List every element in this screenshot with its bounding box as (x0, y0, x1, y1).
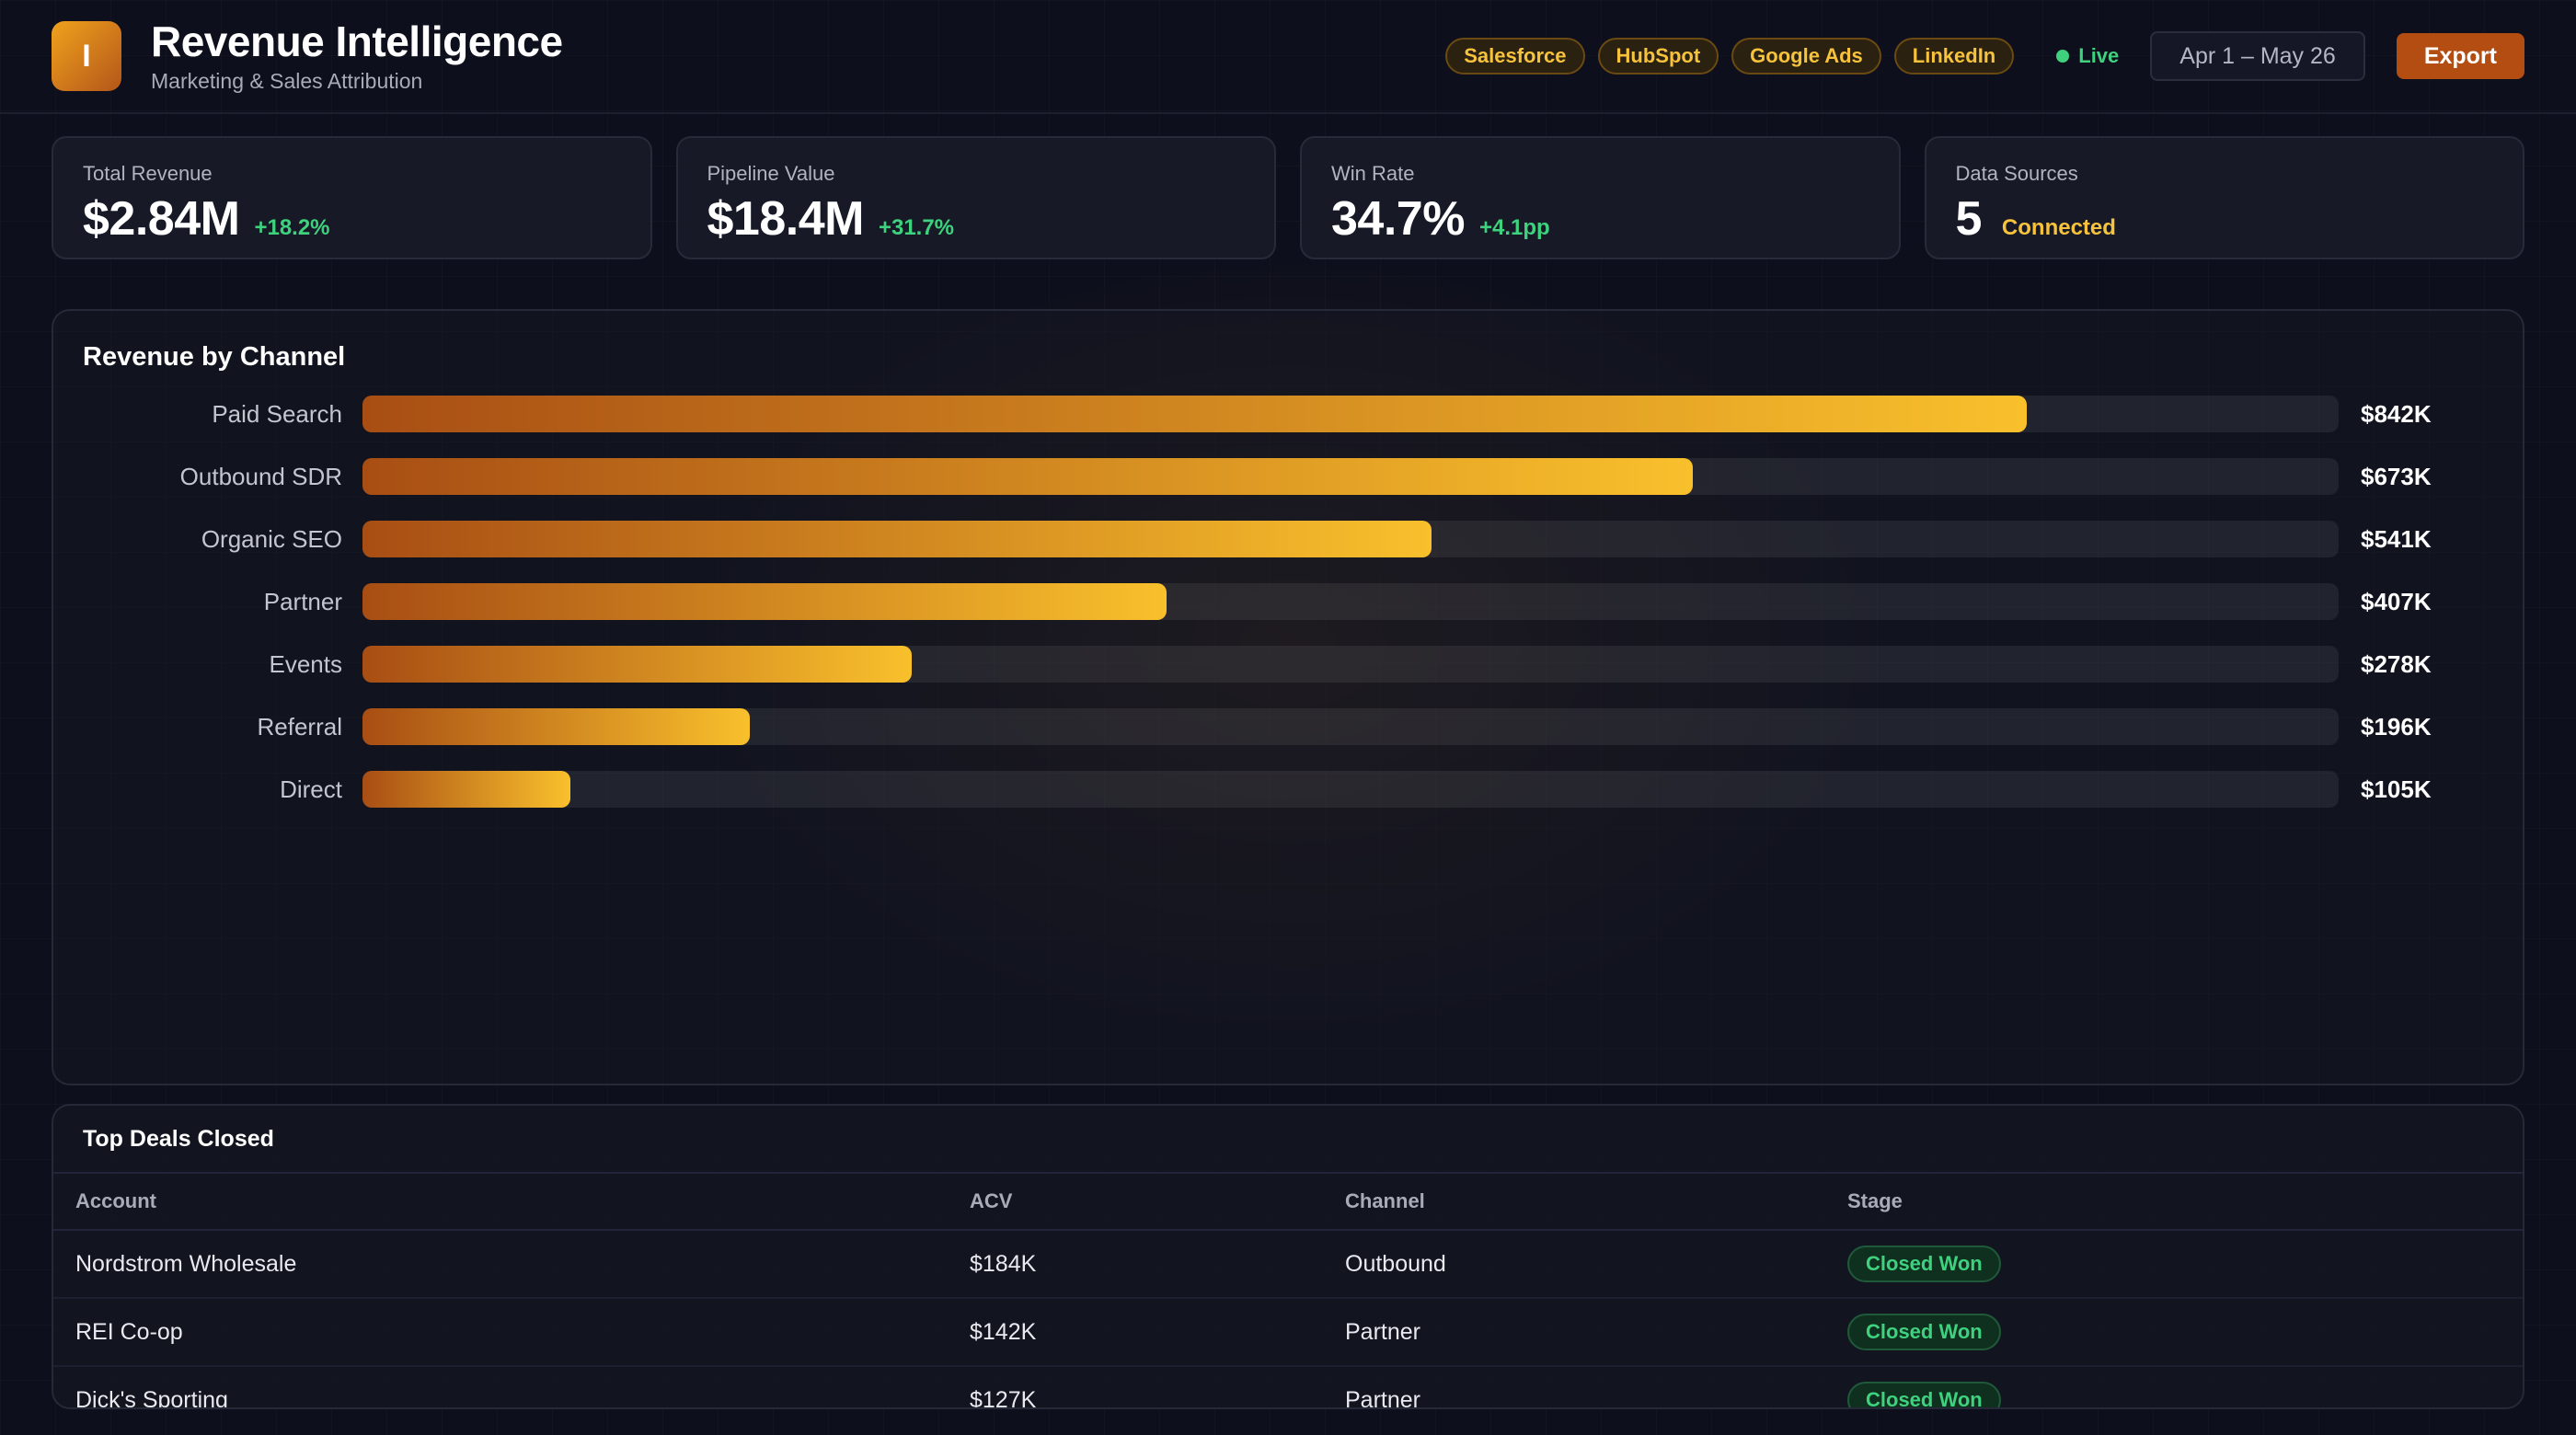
bar-track-partner (362, 583, 2339, 620)
bar-value-label-partner: $407K (2361, 588, 2432, 615)
column-header-stage[interactable]: Stage (1847, 1172, 2523, 1231)
bar-label-organic-seo: Organic SEO (201, 525, 342, 553)
bar-value-label-organic-seo: $541K (2361, 525, 2432, 553)
revenue-by-channel-panel: Revenue by Channel Paid Search $842K Outbo… (52, 309, 2524, 1085)
bar-paid-search[interactable] (362, 396, 2027, 432)
bar-track-paid-search (362, 396, 2339, 432)
source-pill-salesforce[interactable]: Salesforce (1445, 38, 1585, 75)
bar-referral[interactable] (362, 708, 750, 745)
cell-channel: Partner (1345, 1298, 1847, 1367)
table-row[interactable]: Nordstrom Wholesale $184K Outbound Close… (53, 1230, 2523, 1299)
kpi-delta: +4.1pp (1478, 215, 1550, 240)
bar-track-events (362, 646, 2339, 683)
kpi-card-total-revenue: Total Revenue $2.84M +18.2% (52, 136, 652, 259)
bar-value-label-outbound-sdr: $673K (2361, 463, 2432, 490)
kpi-card-win-rate: Win Rate 34.7% +4.1pp (1300, 136, 1901, 259)
cell-acv: $127K (970, 1366, 1345, 1407)
kpi-status: Connected (2001, 215, 2116, 240)
kpi-label: Win Rate (1331, 162, 1415, 185)
stage-badge: Closed Won (1847, 1382, 2001, 1407)
bar-label-events: Events (269, 650, 343, 678)
top-deals-panel: Top Deals Closed Account ACV Channel Sta… (52, 1104, 2524, 1409)
bar-value-label-paid-search: $842K (2361, 400, 2432, 428)
table-row[interactable]: REI Co-op $142K Partner Closed Won (53, 1298, 2523, 1367)
source-pill-hubspot[interactable]: HubSpot (1597, 38, 1719, 75)
app-logo: I (52, 21, 121, 91)
kpi-label: Data Sources (1955, 162, 2078, 185)
header-controls: Salesforce HubSpot Google Ads LinkedIn L… (1432, 31, 2524, 81)
bar-track-outbound-sdr (362, 458, 2339, 495)
source-pill-linkedin[interactable]: LinkedIn (1893, 38, 2015, 75)
table-row[interactable]: Dick's Sporting $127K Partner Closed Won (53, 1366, 2523, 1407)
cell-channel: Partner (1345, 1366, 1847, 1407)
kpi-label: Total Revenue (83, 162, 213, 185)
bar-value-label-direct: $105K (2361, 775, 2432, 803)
bar-track-direct (362, 771, 2339, 808)
bar-outbound-sdr[interactable] (362, 458, 1693, 495)
cell-account: REI Co-op (53, 1298, 970, 1367)
deals-table: Account ACV Channel Stage Nordstrom Whol… (53, 1172, 2523, 1407)
source-pill-google-ads[interactable]: Google Ads (1731, 38, 1881, 75)
column-header-account[interactable]: Account (53, 1172, 970, 1231)
stage-badge: Closed Won (1847, 1246, 2001, 1282)
bar-direct[interactable] (362, 771, 570, 808)
cell-account: Dick's Sporting (53, 1366, 970, 1407)
app-header: I Revenue Intelligence Marketing & Sales… (0, 0, 2576, 114)
date-range-picker[interactable]: Apr 1 – May 26 (2150, 31, 2365, 81)
logo-letter: I (82, 38, 91, 74)
kpi-card-pipeline-value: Pipeline Value $18.4M +31.7% (675, 136, 1276, 259)
cell-acv: $142K (970, 1298, 1345, 1367)
kpi-value: $2.84M (83, 192, 240, 246)
kpi-value: 5 (1955, 192, 1983, 246)
column-header-channel[interactable]: Channel (1345, 1172, 1847, 1231)
live-indicator: Live (2056, 44, 2119, 68)
kpi-label: Pipeline Value (707, 162, 835, 185)
bar-partner[interactable] (362, 583, 1167, 620)
kpi-value: 34.7% (1331, 192, 1465, 246)
deals-title: Top Deals Closed (83, 1126, 274, 1152)
app-subtitle: Marketing & Sales Attribution (151, 68, 423, 93)
bar-value-label-events: $278K (2361, 650, 2432, 678)
live-label: Live (2078, 44, 2120, 67)
kpi-value: $18.4M (707, 192, 865, 246)
cell-account: Nordstrom Wholesale (53, 1230, 970, 1299)
bar-label-referral: Referral (257, 713, 342, 740)
bar-label-partner: Partner (263, 588, 342, 615)
stage-badge: Closed Won (1847, 1314, 2001, 1350)
bar-organic-seo[interactable] (362, 521, 1432, 557)
kpi-row: Total Revenue $2.84M +18.2% Pipeline Val… (52, 136, 2524, 259)
brand: Revenue Intelligence Marketing & Sales A… (151, 18, 563, 94)
cell-channel: Outbound (1345, 1230, 1847, 1299)
app-title: Revenue Intelligence (151, 17, 563, 66)
cell-acv: $184K (970, 1230, 1345, 1299)
bar-label-paid-search: Paid Search (212, 400, 342, 428)
table-header-row: Account ACV Channel Stage (53, 1172, 2523, 1231)
bar-label-direct: Direct (280, 775, 342, 803)
bar-track-organic-seo (362, 521, 2339, 557)
export-button[interactable]: Export (2396, 33, 2524, 79)
live-dot-icon (2056, 50, 2070, 63)
kpi-delta: +18.2% (254, 215, 330, 240)
chart-title: Revenue by Channel (83, 342, 346, 372)
bar-events[interactable] (362, 646, 913, 683)
bar-label-outbound-sdr: Outbound SDR (179, 463, 342, 490)
bar-value-label-referral: $196K (2361, 713, 2432, 740)
kpi-delta: +31.7% (878, 215, 955, 240)
bar-track-referral (362, 708, 2339, 745)
column-header-acv[interactable]: ACV (970, 1172, 1345, 1231)
kpi-card-data-sources: Data Sources 5 Connected (1924, 136, 2524, 259)
